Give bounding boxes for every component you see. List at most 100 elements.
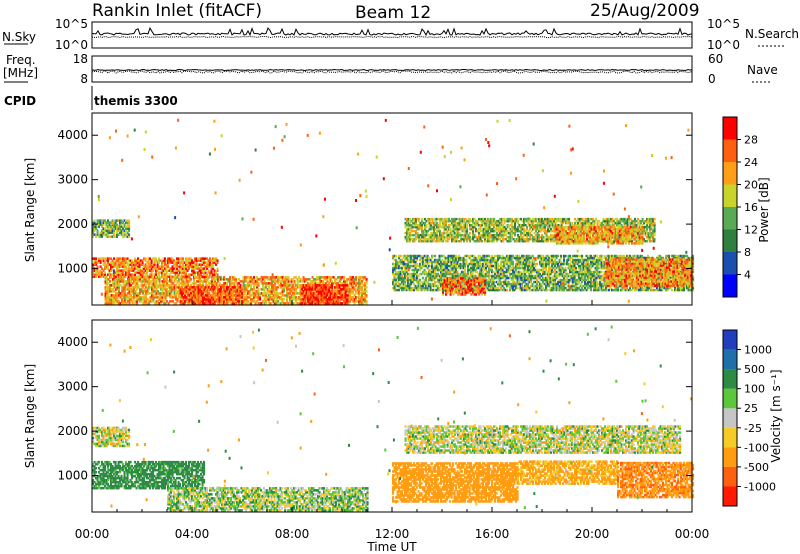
data-cell — [476, 262, 479, 266]
data-cell — [281, 280, 284, 283]
data-cell — [110, 298, 113, 301]
data-cell — [567, 278, 570, 282]
data-cell — [202, 280, 205, 283]
data-cell — [110, 302, 113, 305]
data-cell — [587, 256, 590, 260]
data-cell — [95, 271, 98, 274]
data-cell — [108, 225, 111, 228]
data-cell — [539, 276, 542, 280]
data-cell — [545, 264, 548, 268]
data-cell — [158, 261, 161, 264]
data-cell — [470, 258, 473, 262]
data-cell — [135, 261, 138, 264]
data-cell — [486, 286, 489, 290]
data-cell — [516, 274, 519, 278]
data-cell — [244, 296, 247, 299]
data-cell — [569, 284, 572, 288]
data-cell — [417, 278, 420, 282]
data-cell — [615, 288, 618, 292]
data-cell — [546, 288, 549, 292]
data-cell — [197, 290, 200, 293]
data-cell — [579, 270, 582, 274]
data-cell — [416, 278, 419, 282]
data-cell — [326, 280, 329, 283]
data-cell — [356, 292, 359, 295]
data-cell — [537, 268, 540, 272]
data-cell — [244, 290, 247, 293]
data-cell — [113, 265, 116, 268]
data-cell — [151, 298, 154, 301]
data-cell — [335, 290, 338, 293]
data-cell — [173, 292, 176, 295]
data-cell — [164, 273, 167, 276]
data-cell — [591, 284, 594, 288]
data-cell — [165, 263, 168, 266]
data-cell — [238, 286, 241, 289]
data-cell — [223, 276, 226, 279]
data-cell — [455, 264, 458, 268]
data-cell — [483, 266, 486, 270]
data-cell — [408, 272, 411, 276]
data-cell — [242, 284, 245, 287]
data-cell — [518, 264, 521, 268]
data-cell — [220, 294, 223, 297]
data-cell — [268, 298, 271, 301]
data-cell — [525, 268, 528, 272]
data-cell — [456, 272, 459, 276]
data-cell — [280, 284, 283, 287]
data-cell — [600, 262, 603, 266]
data-cell — [176, 265, 179, 268]
data-cell — [395, 266, 398, 270]
data-cell — [485, 258, 488, 262]
data-cell — [525, 274, 528, 278]
data-cell — [310, 292, 313, 295]
data-cell — [176, 271, 179, 274]
data-cell — [417, 274, 420, 278]
data-cell — [480, 266, 483, 270]
data-cell — [168, 267, 171, 270]
data-cell — [432, 272, 435, 276]
data-cell — [597, 282, 600, 286]
data-cell — [543, 266, 546, 270]
data-cell — [585, 262, 588, 266]
data-cell — [464, 274, 467, 278]
data-cell — [572, 268, 575, 272]
data-cell — [120, 265, 123, 268]
data-cell — [179, 265, 182, 268]
data-cell — [554, 260, 557, 264]
data-cell — [143, 298, 146, 301]
data-cell — [551, 266, 554, 270]
data-cell — [343, 278, 346, 281]
data-cell — [340, 298, 343, 301]
data-cell — [464, 268, 467, 272]
data-cell — [263, 276, 266, 279]
data-cell — [287, 280, 290, 283]
data-cell — [435, 272, 438, 276]
data-cell — [113, 233, 116, 236]
data-cell — [536, 270, 539, 274]
data-cell — [254, 300, 257, 303]
data-cell — [242, 290, 245, 293]
data-cell — [525, 288, 528, 292]
data-cell — [599, 256, 602, 260]
data-cell — [407, 254, 410, 258]
data-cell — [283, 298, 286, 301]
data-cell — [399, 270, 402, 274]
data-cell — [147, 259, 150, 262]
data-cell — [485, 260, 488, 264]
data-cell — [188, 296, 191, 299]
data-cell — [287, 292, 290, 295]
data-cell — [187, 282, 190, 285]
data-cell — [561, 286, 564, 290]
data-cell — [263, 300, 266, 303]
data-cell — [464, 270, 467, 274]
data-cell — [203, 280, 206, 283]
data-cell — [429, 260, 432, 264]
data-cell — [405, 284, 408, 288]
data-cell — [209, 261, 212, 264]
data-cell — [491, 264, 494, 268]
data-cell — [302, 292, 305, 295]
data-cell — [105, 259, 108, 262]
data-cell — [593, 262, 596, 266]
data-cell — [396, 262, 399, 266]
